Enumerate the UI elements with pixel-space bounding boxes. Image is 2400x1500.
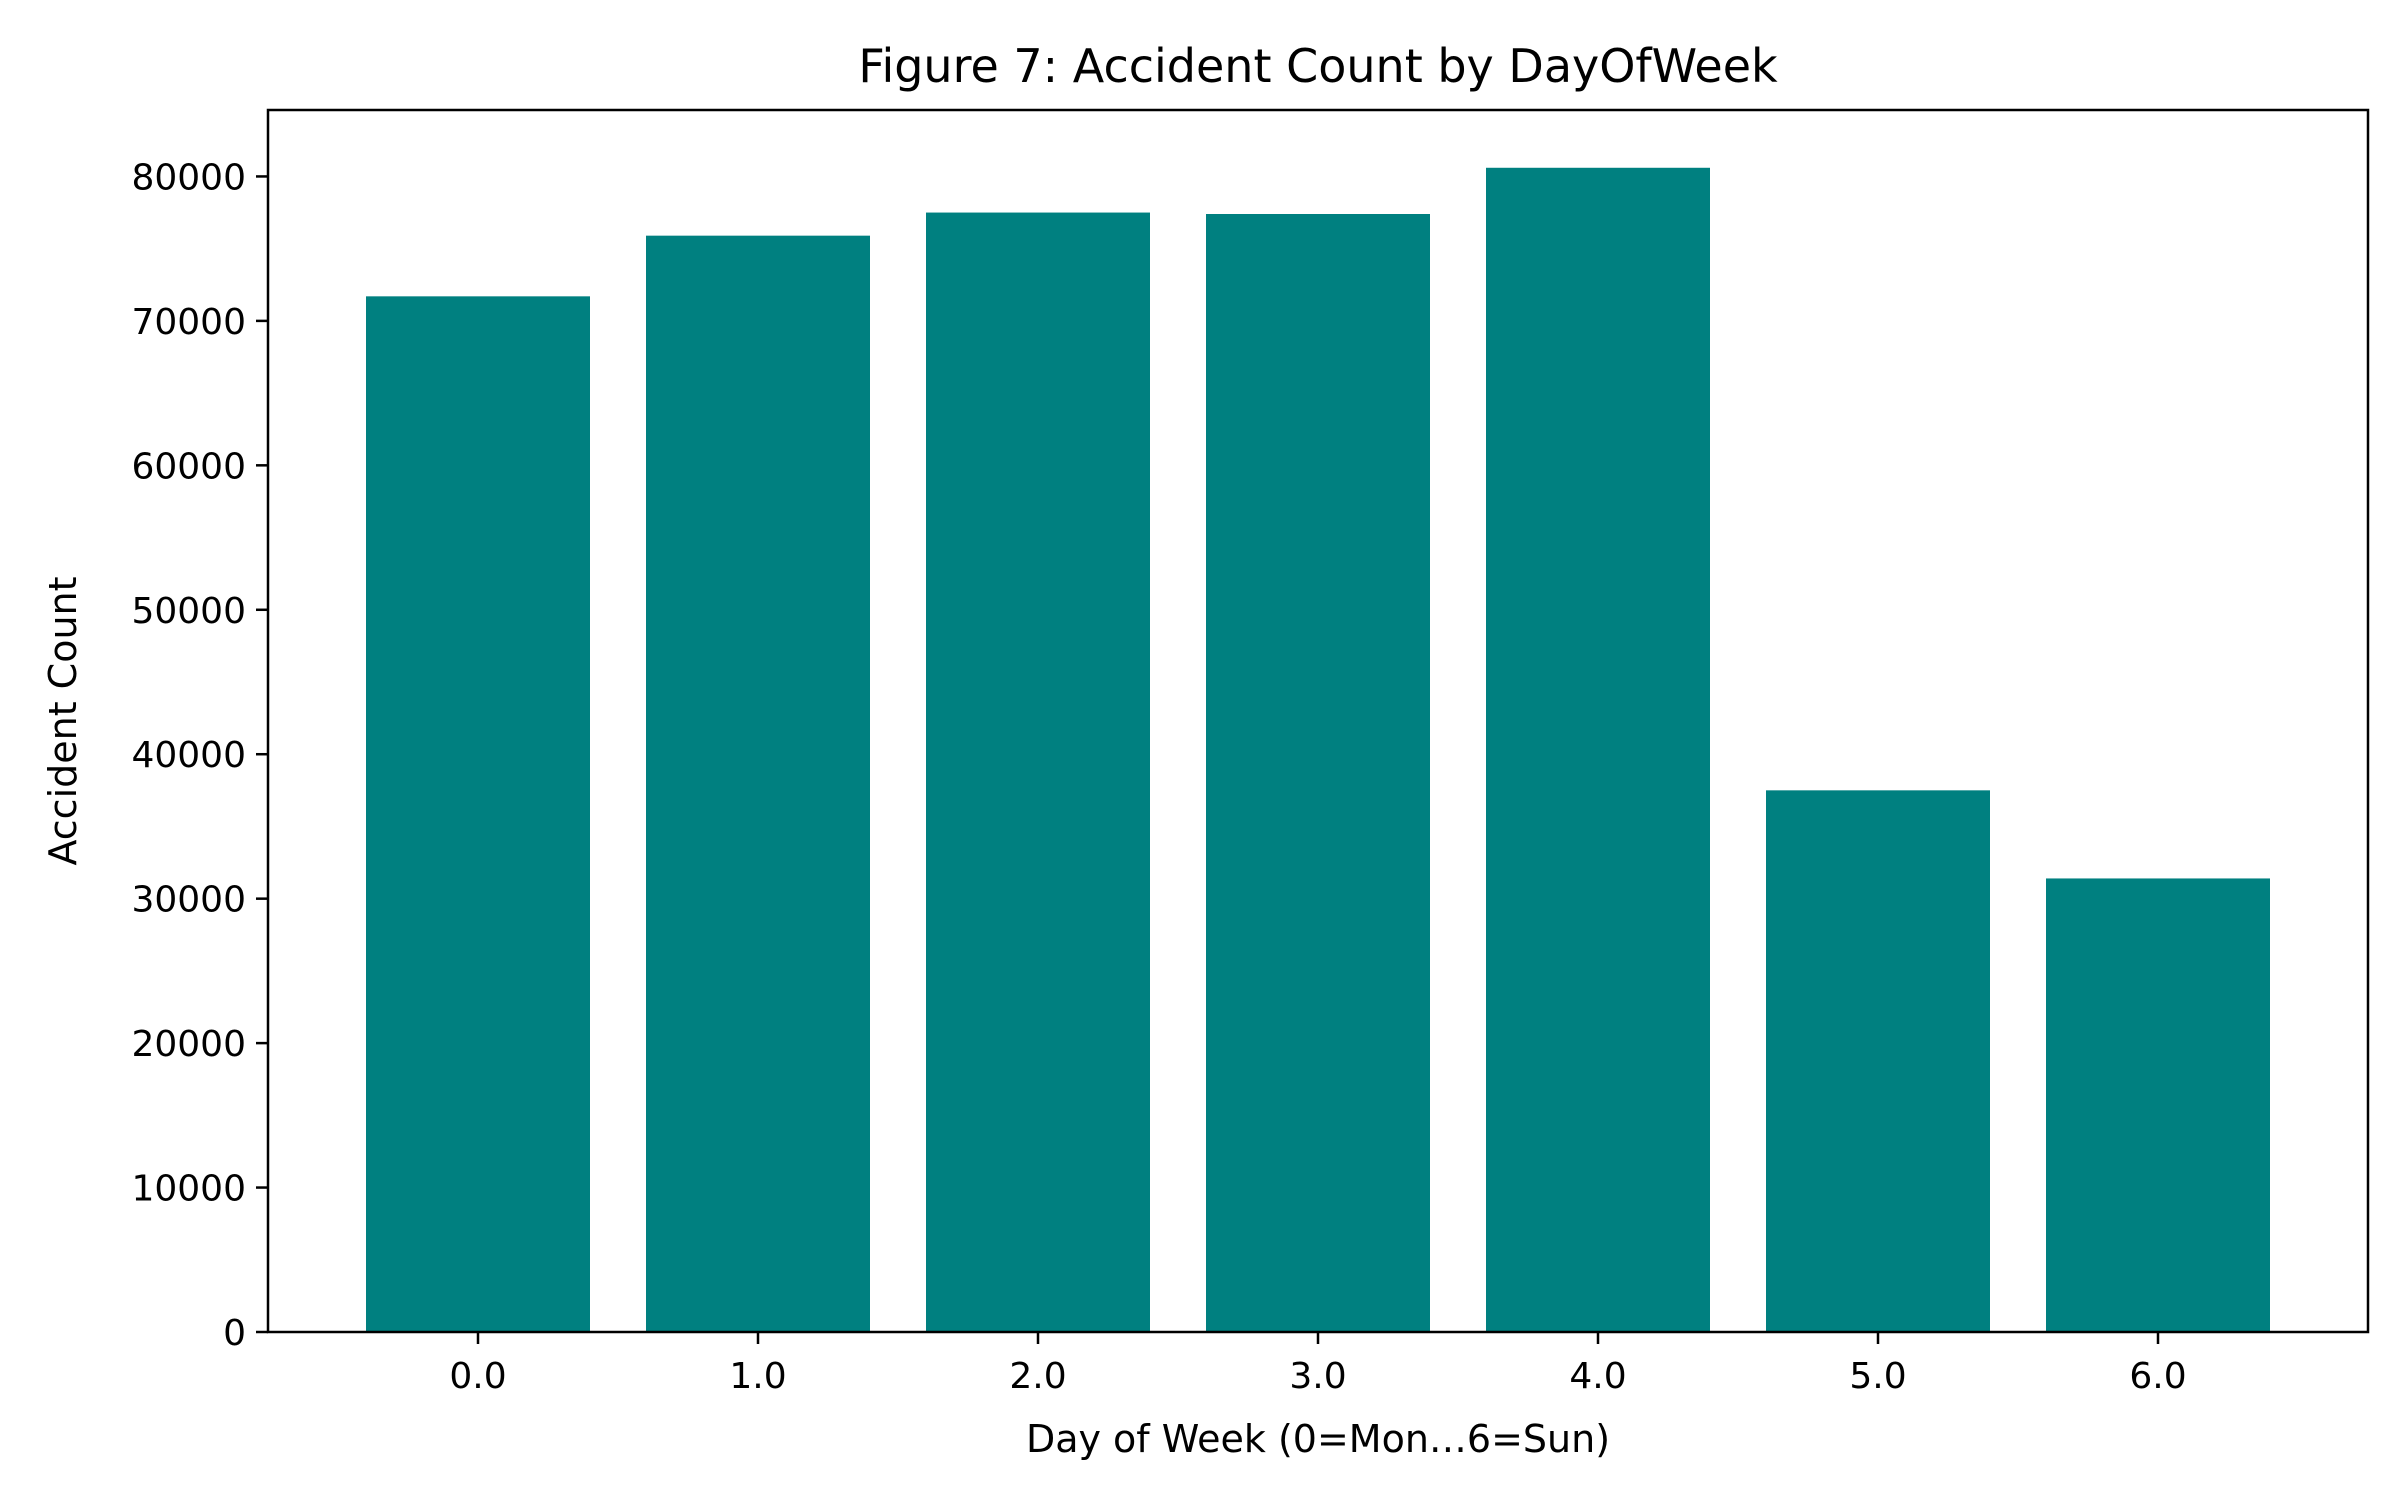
bars-group	[366, 167, 2270, 1333]
y-tick-label: 80000	[131, 157, 246, 198]
y-axis-label: Accident Count	[41, 576, 85, 865]
y-tick-label: 50000	[131, 591, 246, 632]
chart-title: Figure 7: Accident Count by DayOfWeek	[858, 39, 1778, 93]
x-tick-label: 3.0	[1289, 1356, 1346, 1397]
bar-3.0	[1206, 214, 1430, 1332]
y-tick-label: 70000	[131, 302, 246, 343]
y-tick-label: 60000	[131, 446, 246, 487]
y-tick-label: 10000	[131, 1169, 246, 1210]
bar-4.0	[1486, 167, 1710, 1332]
y-tick-label: 30000	[131, 880, 246, 921]
x-tick-label: 0.0	[449, 1356, 506, 1397]
x-tick-label: 4.0	[1569, 1356, 1626, 1397]
bar-1.0	[646, 235, 870, 1333]
y-tick-label: 0	[223, 1313, 246, 1354]
x-tick-label: 2.0	[1009, 1356, 1066, 1397]
y-tick-label: 40000	[131, 735, 246, 776]
y-axis: 0 10000 20000 30000 40000 50000 60000 70000 8000…	[131, 157, 268, 1354]
bar-0.0	[366, 296, 590, 1332]
x-axis-label: Day of Week (0=Mon…6=Sun)	[1026, 1417, 1610, 1461]
x-tick-label: 5.0	[1849, 1356, 1906, 1397]
bar-2.0	[926, 212, 1150, 1333]
bar-6.0	[2046, 878, 2270, 1332]
plot-frame	[266, 108, 2370, 1334]
y-tick-label: 20000	[131, 1024, 246, 1065]
x-axis: 0.0 1.0 2.0 3.0 4.0 5.0 6.0	[449, 1332, 2187, 1397]
x-tick-label: 6.0	[2129, 1356, 2186, 1397]
bar-5.0	[1766, 790, 1990, 1332]
x-tick-label: 1.0	[729, 1356, 786, 1397]
